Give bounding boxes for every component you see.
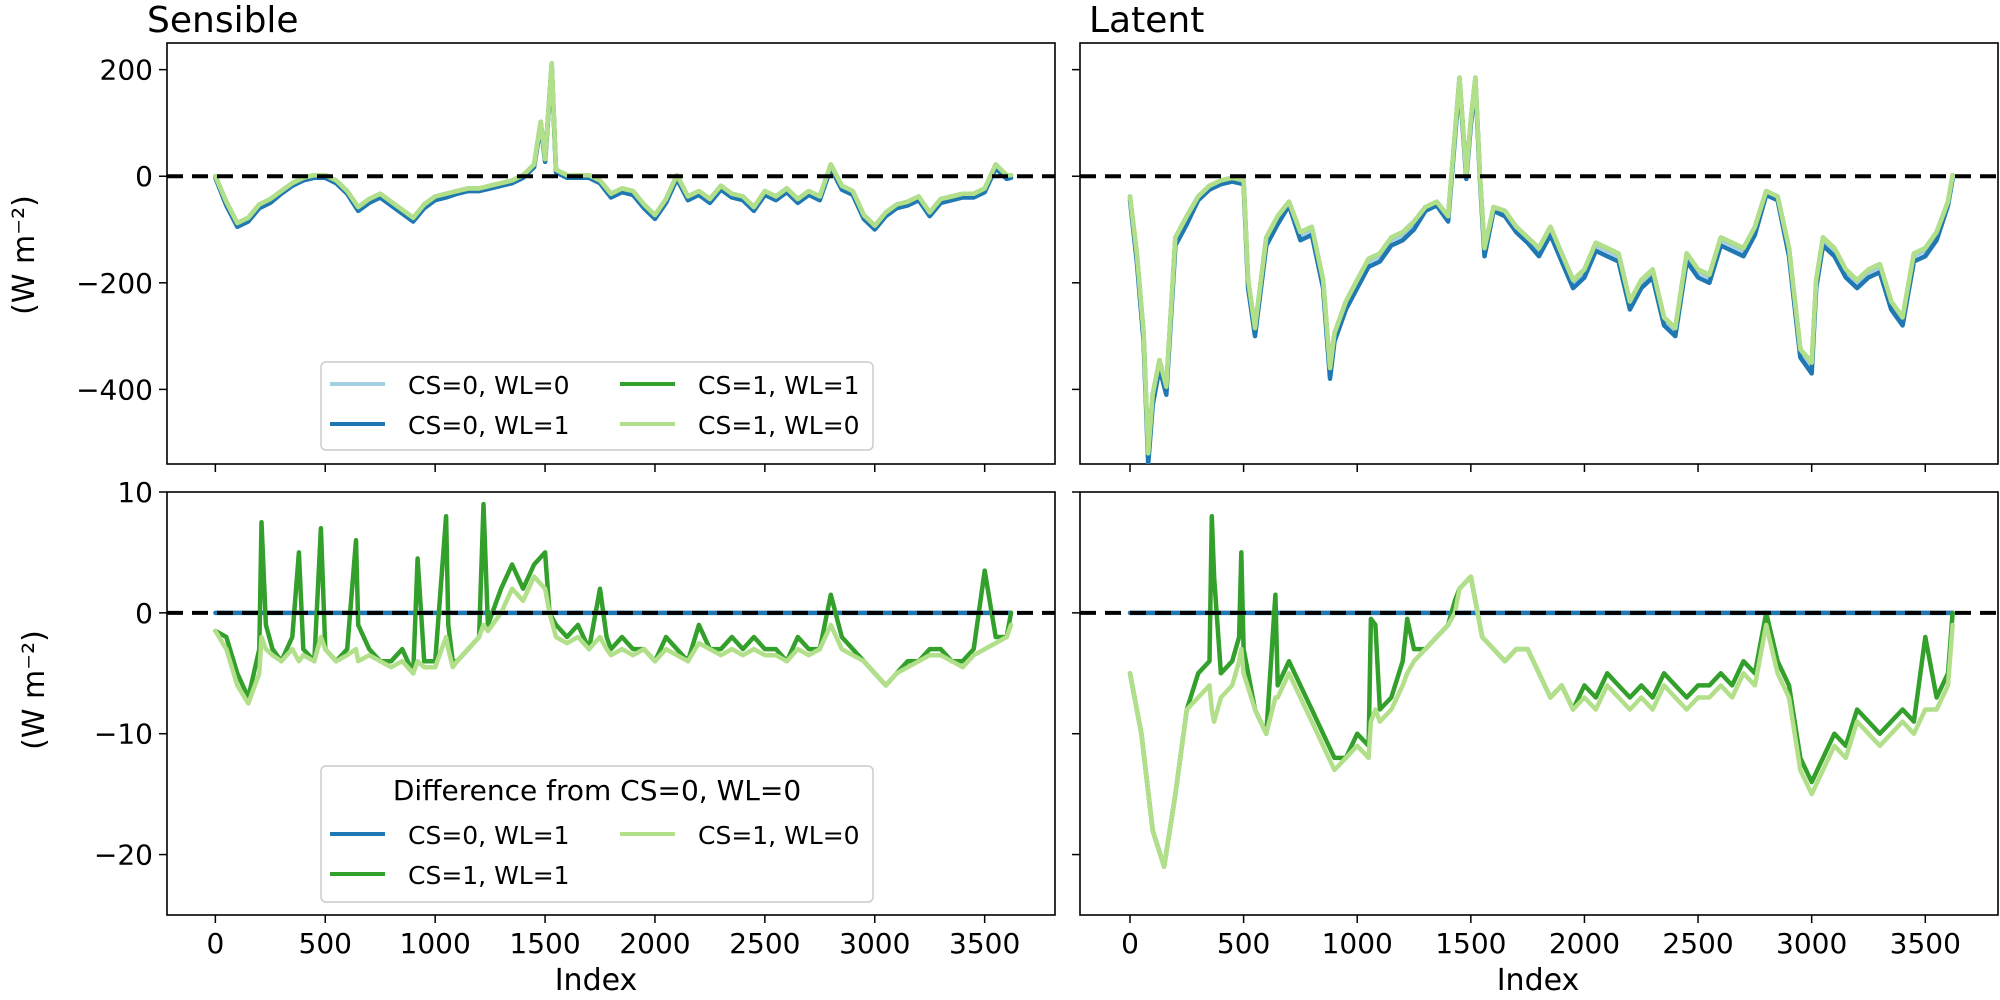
series-line-cs-1-wl-1	[1127, 75, 1955, 456]
sensible-difference-panel: 0 500 1000 1500 2000 2500 3000 3500 10 0 −10 −20	[94, 476, 1056, 960]
y-tick-label: 0	[135, 160, 153, 193]
legend-top: CS=0, WL=0 CS=0, WL=1 CS=1, WL=1 CS=1, W…	[320, 361, 874, 451]
x-tick-label: 3000	[1776, 927, 1847, 960]
series-line-cs-1-wl-0	[213, 61, 1014, 229]
plot-frame	[166, 491, 1056, 916]
legend-label-cs1-wl1: CS=1, WL=1	[698, 371, 860, 400]
ylabel-top: (W m⁻²)	[7, 195, 42, 315]
series-line-cs-0-wl-1	[213, 64, 1014, 232]
x-tick-label: 0	[1121, 927, 1139, 960]
series-line-cs-1-wl-1	[213, 61, 1014, 229]
series-line-cs-1-wl-0	[1127, 75, 1955, 456]
plot-frame	[166, 42, 1056, 465]
series-line-cs-1-wl-1	[1127, 513, 1955, 869]
y-tick-label: −200	[76, 267, 153, 300]
series-line-cs-1-wl-0	[1127, 574, 1955, 869]
x-tick-label: 3000	[839, 927, 910, 960]
series-group	[213, 61, 1014, 232]
x-tick-label: 2500	[1662, 927, 1733, 960]
x-tick-label: 1000	[1322, 927, 1393, 960]
x-tick-label: 500	[299, 927, 352, 960]
latent-title: Latent	[1089, 0, 1204, 41]
y-tick-label: 200	[100, 54, 153, 87]
latent-flux-panel	[1072, 42, 1999, 472]
xlabel-left: Index	[555, 963, 638, 998]
x-tick-label: 500	[1217, 927, 1270, 960]
x-tick-label: 1500	[509, 927, 580, 960]
x-tick-label: 0	[206, 927, 224, 960]
series-group	[1127, 75, 1955, 464]
sensible-title: Sensible	[147, 0, 299, 41]
series-line-cs-1-wl-1	[213, 501, 1014, 700]
y-tick-label: −400	[76, 373, 153, 406]
latent-difference-panel: 0 500 1000 1500 2000 2500 3000 3500	[1072, 491, 1999, 960]
x-tick-label: 3500	[1890, 927, 1961, 960]
x-tick-label: 2000	[1549, 927, 1620, 960]
series-line-cs-0-wl-1	[1127, 80, 1955, 464]
legend-diff-label-cs1-wl1: CS=1, WL=1	[408, 861, 570, 890]
series-line-cs-1-wl-0	[213, 574, 1014, 706]
legend-bottom-title: Difference from CS=0, WL=0	[393, 774, 801, 807]
legend-diff-label-cs1-wl0: CS=1, WL=0	[698, 821, 860, 850]
series-group	[1127, 513, 1955, 869]
y-tick-label: −20	[94, 839, 153, 872]
plot-frame	[1079, 491, 1999, 916]
ylabel-bottom: (W m⁻²)	[17, 630, 52, 750]
y-tick-label: 0	[135, 597, 153, 630]
xlabel-right: Index	[1497, 963, 1580, 998]
legend-diff-label-cs0-wl1: CS=0, WL=1	[408, 821, 570, 850]
y-tick-label: 10	[117, 476, 153, 509]
legend-bottom: Difference from CS=0, WL=0 CS=0, WL=1 CS…	[320, 765, 874, 903]
plot-frame	[1079, 42, 1999, 465]
sensible-flux-panel: 200 0 −200 −400	[76, 42, 1056, 472]
legend-label-cs0-wl1: CS=0, WL=1	[408, 411, 570, 440]
series-line-cs-0-wl-0	[1127, 78, 1955, 461]
legend-bottom-frame	[320, 765, 874, 903]
x-tick-label: 3500	[949, 927, 1020, 960]
x-tick-label: 2500	[729, 927, 800, 960]
series-line-cs-0-wl-0	[213, 62, 1014, 230]
x-tick-label: 1000	[400, 927, 471, 960]
legend-label-cs0-wl0: CS=0, WL=0	[408, 371, 570, 400]
x-tick-label: 1500	[1435, 927, 1506, 960]
y-tick-label: −10	[94, 718, 153, 751]
legend-top-frame	[320, 361, 874, 451]
legend-label-cs1-wl0: CS=1, WL=0	[698, 411, 860, 440]
series-group	[213, 501, 1014, 706]
x-tick-label: 2000	[619, 927, 690, 960]
